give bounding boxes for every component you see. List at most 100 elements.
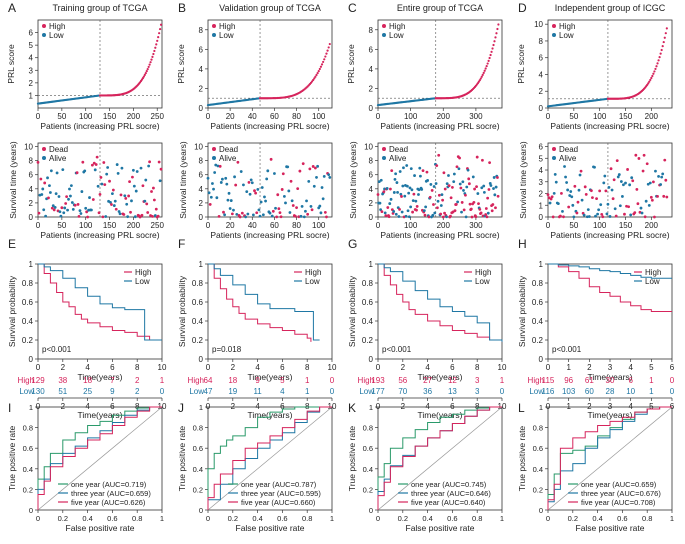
alive-point — [112, 204, 116, 207]
roc-plot-K-frame — [377, 406, 503, 511]
risk-count-high: 30 — [606, 376, 615, 385]
alive-point — [411, 199, 415, 203]
risk-count-low: 36 — [423, 387, 432, 396]
x-tick-label: 20 — [226, 221, 235, 230]
dead-point — [50, 206, 54, 210]
y-tick-label: 1 — [369, 403, 373, 412]
dead-point — [376, 193, 380, 196]
y-tick-label: 6 — [29, 29, 34, 38]
x-tick-label: 100 — [593, 221, 607, 230]
dead-point — [387, 215, 391, 219]
alive-point — [46, 176, 49, 180]
x-tick-label: 2 — [401, 363, 406, 372]
dead-point — [459, 186, 463, 190]
panel-letter: J — [178, 401, 184, 415]
alive-point — [144, 178, 148, 182]
alive-point — [158, 179, 162, 183]
x-axis-label: Patients (increasing PRL socre) — [210, 230, 329, 240]
dead-point — [217, 214, 221, 218]
alive-point — [565, 181, 568, 184]
x-tick-label: 4 — [628, 363, 633, 372]
y-tick-label: 0.2 — [22, 336, 34, 345]
legend-marker-high — [552, 24, 556, 28]
alive-point — [318, 204, 322, 208]
y-tick-label: 0 — [29, 213, 34, 222]
km-curve-high — [378, 263, 503, 342]
alive-point — [657, 174, 660, 178]
alive-point — [44, 214, 48, 218]
x-tick-label: 6 — [110, 363, 115, 372]
alive-point — [433, 211, 437, 215]
x-tick-label: 250 — [151, 112, 165, 121]
panel-title: Training group of TCGA — [52, 3, 147, 13]
panel-letter: K — [348, 401, 356, 415]
alive-point — [96, 184, 100, 188]
alive-point — [78, 209, 82, 213]
x-tick-label: 80 — [292, 112, 301, 121]
x-axis-label: Time(years) — [77, 410, 122, 420]
alive-point — [41, 187, 45, 191]
risk-count-high: 129 — [31, 376, 45, 385]
score-point — [486, 62, 489, 65]
dead-point — [148, 160, 152, 164]
x-axis-label: Patients (increasing PRL socre) — [550, 121, 669, 131]
alive-point — [143, 199, 147, 203]
alive-point — [556, 202, 560, 206]
roc-plot-L-frame — [547, 406, 673, 511]
dead-point — [281, 172, 285, 176]
alive-point — [397, 215, 401, 218]
x-tick-label: 0 — [36, 514, 40, 523]
dead-point — [77, 214, 81, 218]
dead-point — [253, 189, 256, 193]
dead-point — [230, 212, 234, 216]
score-point — [659, 52, 662, 55]
alive-point — [424, 205, 428, 209]
dead-point — [475, 155, 479, 159]
risk-count-low: 3 — [475, 387, 480, 396]
x-tick-label: 2 — [401, 402, 406, 411]
legend-label-low: Low — [219, 31, 234, 40]
alive-point — [228, 207, 232, 210]
y-axis-label: Survival probability — [517, 275, 527, 347]
risk-label-low: Low — [529, 387, 544, 396]
x-tick-label: 0.6 — [277, 514, 287, 523]
risk-score-plot-C-frame — [377, 19, 503, 109]
dead-point — [439, 212, 443, 216]
dead-point — [481, 158, 484, 162]
risk-count-low: 0 — [670, 387, 675, 396]
dead-point — [623, 212, 626, 216]
risk-count-low: 1 — [649, 387, 654, 396]
risk-count-low: 0 — [160, 387, 165, 396]
y-tick-label: 0.4 — [363, 465, 373, 474]
dead-point — [94, 163, 98, 166]
alive-point — [209, 195, 213, 199]
alive-point — [461, 180, 465, 184]
km-curve-high — [548, 263, 672, 312]
y-tick-label: 10 — [534, 20, 543, 29]
y-tick-label: 0 — [199, 355, 204, 364]
risk-count-high: 18 — [83, 376, 92, 385]
x-tick-label: 250 — [151, 221, 165, 230]
alive-point — [265, 177, 269, 181]
x-tick-label: 0 — [376, 112, 381, 121]
score-point — [324, 55, 327, 58]
risk-count-high: 1 — [160, 376, 165, 385]
x-tick-label: 2 — [231, 363, 236, 372]
risk-count-low: 0 — [500, 387, 505, 396]
panel-letter: H — [518, 237, 527, 251]
y-tick-label: 6 — [199, 45, 204, 54]
y-tick-label: 0.6 — [363, 444, 373, 453]
risk-count-high: 9 — [255, 376, 260, 385]
legend-marker-alive — [212, 156, 216, 160]
alive-point — [220, 177, 224, 181]
score-point — [153, 49, 156, 53]
alive-point — [264, 199, 267, 203]
km-plot-E: 0 2 4 6 8 10 0 0.2 0.4 0.6 0.8 1 Survival probabilit… — [7, 260, 167, 382]
alive-point — [486, 211, 490, 215]
dead-point — [432, 203, 435, 206]
alive-point — [304, 209, 307, 213]
y-axis-label: Survival time (years) — [518, 141, 528, 219]
alive-point — [564, 175, 567, 179]
x-tick-label: 8 — [475, 363, 480, 372]
